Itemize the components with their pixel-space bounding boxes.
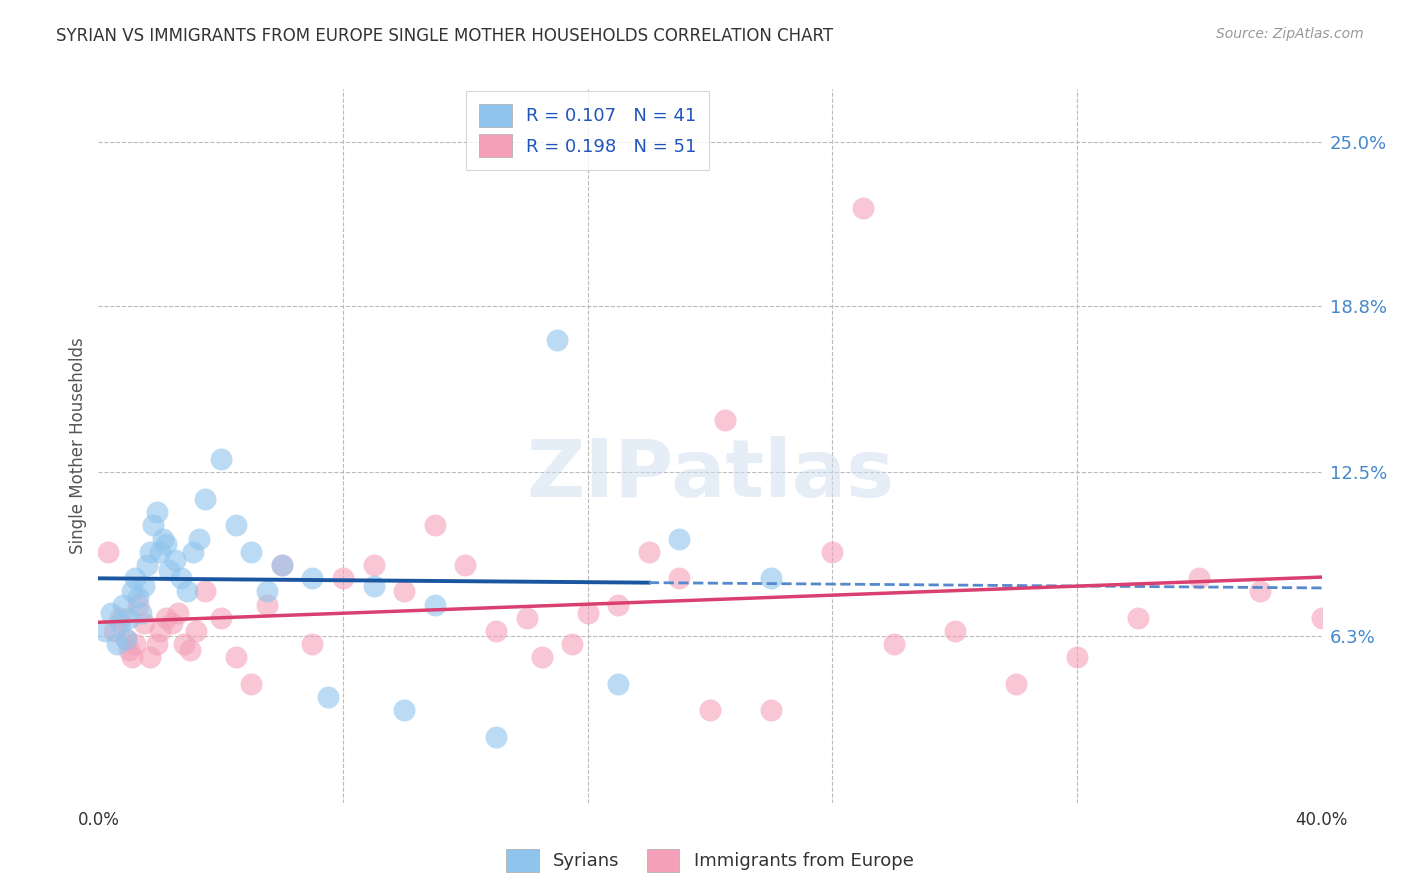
Legend: Syrians, Immigrants from Europe: Syrians, Immigrants from Europe bbox=[499, 842, 921, 880]
Point bbox=[121, 650, 143, 665]
Point bbox=[256, 584, 278, 599]
Point bbox=[124, 571, 146, 585]
Point bbox=[316, 690, 339, 704]
Point bbox=[530, 650, 553, 665]
Point bbox=[160, 616, 183, 631]
Point bbox=[118, 642, 141, 657]
Point bbox=[423, 598, 446, 612]
Point bbox=[225, 650, 247, 665]
Point bbox=[209, 452, 232, 467]
Point bbox=[392, 703, 416, 717]
Point bbox=[188, 532, 211, 546]
Point bbox=[149, 624, 172, 638]
Point bbox=[170, 571, 193, 585]
Text: ZIPatlas: ZIPatlas bbox=[526, 435, 894, 514]
Point bbox=[1128, 611, 1150, 625]
Point bbox=[1310, 611, 1333, 625]
Point bbox=[134, 579, 156, 593]
Point bbox=[194, 491, 217, 506]
Point bbox=[152, 532, 174, 546]
Point bbox=[301, 637, 323, 651]
Point bbox=[142, 518, 165, 533]
Point bbox=[145, 505, 167, 519]
Point bbox=[761, 703, 783, 717]
Point bbox=[392, 584, 416, 599]
Point bbox=[821, 545, 844, 559]
Point bbox=[124, 637, 146, 651]
Point bbox=[167, 606, 190, 620]
Point bbox=[127, 590, 149, 604]
Point bbox=[186, 624, 208, 638]
Point bbox=[139, 545, 162, 559]
Point bbox=[127, 598, 149, 612]
Point bbox=[139, 650, 162, 665]
Point bbox=[454, 558, 477, 572]
Y-axis label: Single Mother Households: Single Mother Households bbox=[69, 338, 87, 554]
Point bbox=[176, 584, 198, 599]
Point bbox=[129, 606, 152, 620]
Point bbox=[943, 624, 966, 638]
Point bbox=[173, 637, 195, 651]
Point bbox=[121, 584, 143, 599]
Point bbox=[155, 537, 177, 551]
Point bbox=[699, 703, 721, 717]
Point bbox=[108, 616, 131, 631]
Point bbox=[103, 624, 125, 638]
Point bbox=[225, 518, 247, 533]
Point bbox=[100, 606, 122, 620]
Point bbox=[1066, 650, 1088, 665]
Point bbox=[546, 333, 568, 347]
Point bbox=[363, 579, 385, 593]
Point bbox=[714, 412, 737, 426]
Point bbox=[115, 632, 138, 646]
Point bbox=[136, 558, 159, 572]
Point bbox=[1250, 584, 1272, 599]
Point bbox=[1188, 571, 1211, 585]
Point bbox=[883, 637, 905, 651]
Point bbox=[607, 677, 630, 691]
Point bbox=[637, 545, 661, 559]
Point bbox=[561, 637, 583, 651]
Point bbox=[209, 611, 232, 625]
Point bbox=[270, 558, 294, 572]
Point bbox=[485, 730, 508, 744]
Point bbox=[194, 584, 217, 599]
Point bbox=[145, 637, 167, 651]
Point bbox=[668, 571, 690, 585]
Point bbox=[485, 624, 508, 638]
Point bbox=[240, 545, 263, 559]
Point bbox=[111, 598, 134, 612]
Point bbox=[181, 545, 204, 559]
Point bbox=[332, 571, 354, 585]
Text: Source: ZipAtlas.com: Source: ZipAtlas.com bbox=[1216, 27, 1364, 41]
Point bbox=[607, 598, 630, 612]
Point bbox=[301, 571, 323, 585]
Point bbox=[93, 624, 115, 638]
Point bbox=[155, 611, 177, 625]
Point bbox=[115, 632, 138, 646]
Point bbox=[108, 611, 131, 625]
Point bbox=[761, 571, 783, 585]
Point bbox=[118, 611, 141, 625]
Text: SYRIAN VS IMMIGRANTS FROM EUROPE SINGLE MOTHER HOUSEHOLDS CORRELATION CHART: SYRIAN VS IMMIGRANTS FROM EUROPE SINGLE … bbox=[56, 27, 834, 45]
Point bbox=[105, 637, 128, 651]
Point bbox=[134, 616, 156, 631]
Point bbox=[668, 532, 690, 546]
Point bbox=[157, 563, 180, 577]
Point bbox=[179, 642, 201, 657]
Point bbox=[1004, 677, 1026, 691]
Point bbox=[576, 606, 599, 620]
Point bbox=[270, 558, 294, 572]
Point bbox=[97, 545, 120, 559]
Point bbox=[516, 611, 538, 625]
Point bbox=[256, 598, 278, 612]
Point bbox=[363, 558, 385, 572]
Point bbox=[240, 677, 263, 691]
Point bbox=[423, 518, 446, 533]
Point bbox=[149, 545, 172, 559]
Point bbox=[163, 552, 186, 566]
Point bbox=[852, 201, 875, 215]
